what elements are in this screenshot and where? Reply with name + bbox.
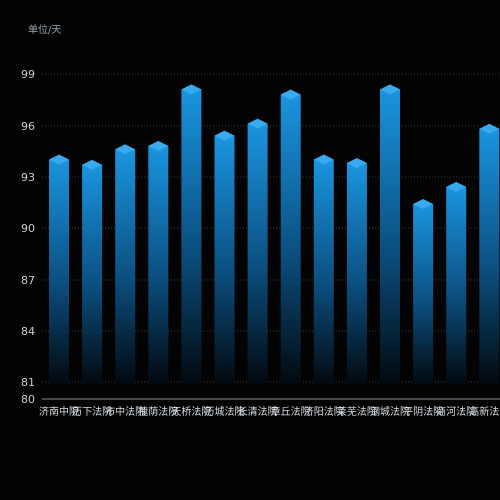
bar	[446, 181, 467, 384]
bar-cap	[214, 130, 235, 141]
x-axis: 济南中院历下法院市中法院槐荫法院天桥法院历城法院长清法院章丘法院济阳法院莱芜法院…	[39, 405, 500, 418]
x-tick-label: 济阳法院	[304, 405, 344, 418]
bar-body	[346, 162, 367, 384]
bar-cap	[49, 154, 69, 165]
bar	[247, 118, 268, 384]
bar	[380, 84, 400, 385]
bar-cap	[280, 89, 301, 100]
bar-cap	[82, 159, 103, 170]
bar	[82, 159, 103, 384]
bar-body	[214, 135, 235, 384]
x-tick-label: 平阴法院	[403, 405, 443, 418]
bar-cap	[380, 84, 400, 95]
bar-cap	[313, 154, 334, 165]
bar	[214, 130, 235, 384]
x-tick-label: 天桥法院	[171, 405, 211, 418]
bar-cap	[115, 144, 136, 155]
x-tick-label: 钢城法院	[370, 405, 410, 418]
y-tick-label: 96	[21, 120, 35, 133]
bar-cap	[181, 84, 202, 95]
y-tick-label: 93	[21, 171, 35, 184]
y-tick-label: 90	[21, 222, 35, 235]
bar-body	[446, 186, 467, 384]
bar-body	[413, 204, 434, 384]
bar-body	[380, 89, 400, 385]
y-tick-label: 87	[21, 274, 35, 287]
x-tick-label: 高新法院	[469, 405, 500, 418]
x-tick-label: 商河法院	[436, 405, 476, 418]
bar-body	[247, 123, 268, 384]
bar	[346, 157, 367, 384]
x-tick-label: 莱芜法院	[337, 405, 377, 418]
bar	[181, 84, 202, 385]
bar	[115, 144, 136, 384]
bar-body	[148, 145, 169, 384]
bar-body	[181, 89, 202, 385]
bar-body	[313, 159, 334, 384]
bar-body	[82, 164, 103, 384]
bar-cap	[446, 181, 467, 192]
bar-body	[115, 149, 136, 384]
bars	[49, 84, 500, 385]
y-tick-label: 99	[21, 68, 35, 81]
unit-label: 单位/天	[28, 23, 61, 36]
x-tick-label: 历城法院	[205, 405, 245, 418]
y-tick-label: 80	[21, 393, 35, 406]
bar-cap	[247, 118, 268, 129]
bar-body	[280, 94, 301, 385]
x-tick-label: 历下法院	[72, 405, 112, 418]
bar-cap	[346, 157, 367, 168]
y-tick-label: 81	[21, 376, 35, 389]
bar	[413, 199, 434, 384]
bar-cap	[479, 123, 500, 134]
bar	[479, 123, 500, 384]
bar-body	[479, 128, 500, 384]
y-tick-label: 84	[21, 325, 35, 338]
x-tick-label: 章丘法院	[271, 405, 311, 418]
bar-cap	[413, 199, 434, 210]
bar-cap	[148, 140, 169, 151]
x-tick-label: 市中法院	[105, 405, 145, 418]
x-tick-label: 济南中院	[39, 405, 79, 418]
x-tick-label: 槐荫法院	[138, 405, 178, 418]
bar	[49, 154, 69, 384]
y-axis: 80 81 84 87 90 93 96 99	[21, 68, 500, 406]
bar	[280, 89, 301, 385]
bar	[313, 154, 334, 384]
bar	[148, 140, 169, 384]
x-tick-label: 长清法院	[238, 405, 278, 418]
bar-body	[49, 159, 69, 384]
